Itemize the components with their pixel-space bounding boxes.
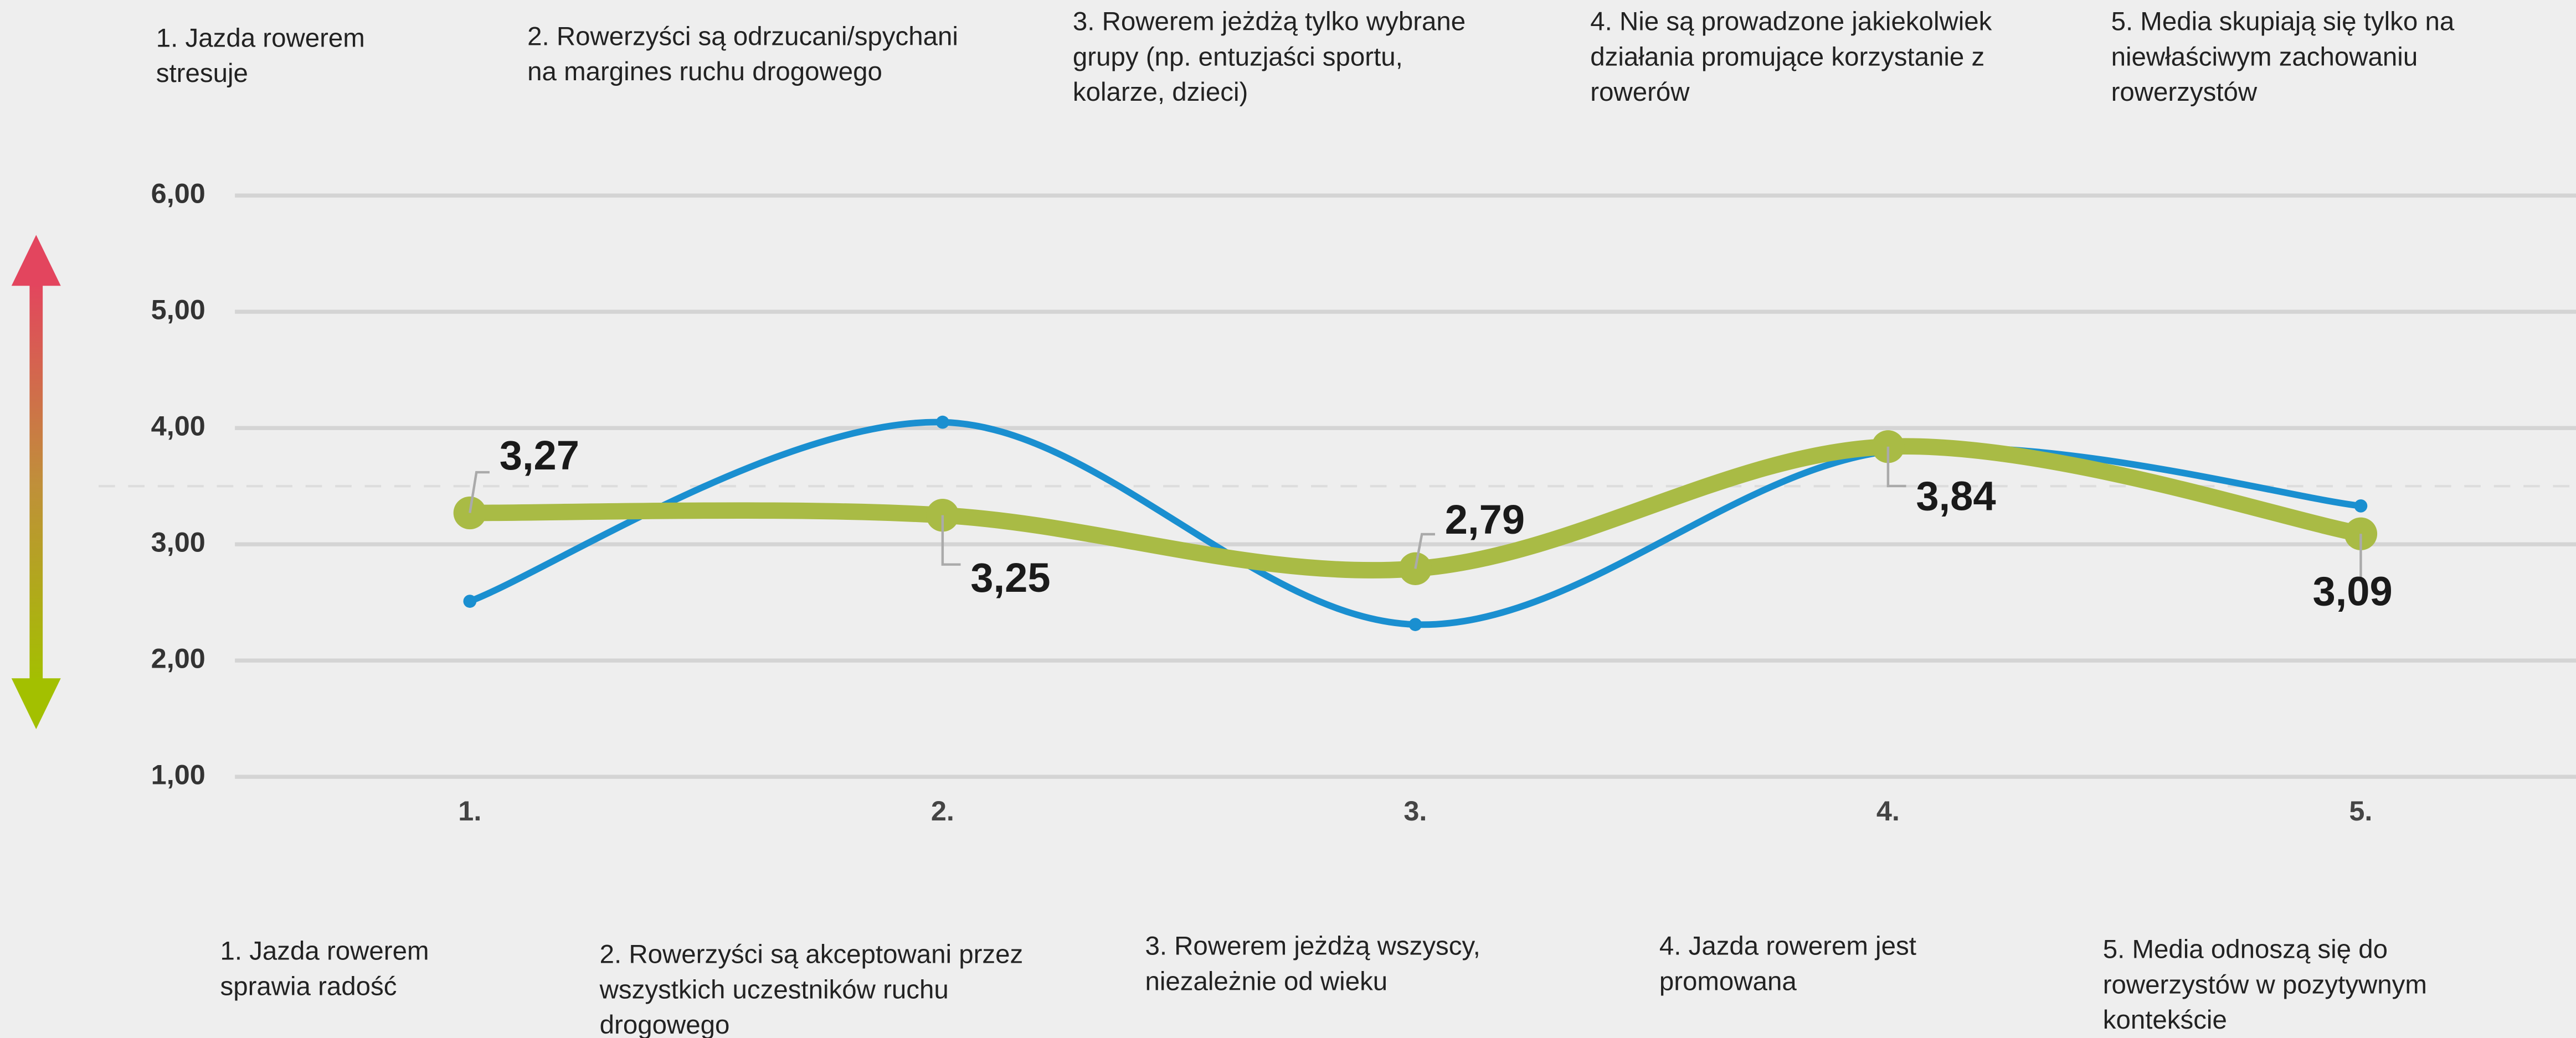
annotation: 4. Nie są prowadzone jakiekolwiek działan… <box>1590 7 1992 107</box>
annotation: 2. Rowerzyści są odrzucani/spychani na ma… <box>527 22 958 86</box>
point <box>463 595 477 608</box>
annotation-line: wszystkich uczestników ruchu <box>599 975 949 1004</box>
y-tick-label: 6,00 <box>151 177 205 209</box>
y-tick-label: 3,00 <box>151 526 205 557</box>
x-tick-label: 2. <box>931 795 954 827</box>
annotation: 3. Rowerem jeżdżą wszyscy, niezależnie od… <box>1145 931 1480 996</box>
annotation-line: 5. Media skupiają się tylko na <box>2111 7 2455 36</box>
value-label: 3,27 <box>500 432 579 478</box>
annotation-line: 1. Jazda rowerem <box>156 23 365 53</box>
annotation: 3. Rowerem jeżdżą tylko wybrane grupy (np… <box>1073 7 1466 107</box>
annotation-line: sprawia radość <box>220 972 397 1001</box>
series-line <box>466 419 2364 628</box>
y-tick-label: 5,00 <box>151 293 205 325</box>
annotation-line: 5. Media odnoszą się do <box>2103 934 2388 964</box>
scale-arrow <box>11 235 61 730</box>
x-tick-label: 3. <box>1403 795 1427 827</box>
y-tick-label: 4,00 <box>151 410 205 441</box>
annotation-line: 3. Rowerem jeżdżą tylko wybrane <box>1073 7 1466 36</box>
leader-line <box>1414 533 1435 569</box>
point <box>935 415 949 429</box>
annotation: 4. Jazda rowerem jest promowana <box>1659 931 1916 996</box>
point <box>1408 618 1422 631</box>
leader-line <box>1886 446 1906 488</box>
annotation-line: 2. Rowerzyści są akceptowani przez <box>600 939 1024 969</box>
value-label: 3,84 <box>1916 473 1996 519</box>
annotation-line: stresuje <box>156 59 248 88</box>
x-tick-label: 5. <box>2349 795 2372 827</box>
x-tick-label: 4. <box>1876 795 1900 827</box>
value-label: 2,79 <box>1445 497 1525 543</box>
annotation: 1. Jazda rowerem stresuje <box>156 23 365 88</box>
annotation-line: na margines ruchu drogowego <box>527 57 882 86</box>
annotation-line: grupy (np. entuzjaści sportu, <box>1073 42 1403 71</box>
annotation-line: rowerzystów <box>2111 78 2258 107</box>
annotation-line: kontekście <box>2103 1005 2227 1035</box>
leader-line <box>469 471 490 513</box>
annotation-line: kolarze, dzieci) <box>1073 78 1248 107</box>
leader-line <box>941 515 961 566</box>
annotation-line: rowerów <box>1590 78 1690 107</box>
annotation-line: 3. Rowerem jeżdżą wszyscy, <box>1145 931 1480 960</box>
annotation-line: 2. Rowerzyści są odrzucani/spychani <box>527 22 958 51</box>
annotation-line: promowana <box>1659 967 1797 996</box>
annotation-line: niezależnie od wieku <box>1145 967 1387 996</box>
point <box>2354 499 2368 513</box>
annotation: 1. Jazda rowerem sprawia radość <box>220 936 429 1001</box>
x-tick-label: 1. <box>458 795 481 827</box>
annotation-line: działania promujące korzystanie z <box>1590 42 1984 71</box>
value-label: 3,25 <box>970 555 1050 601</box>
annotation-line: 4. Jazda rowerem jest <box>1659 931 1916 960</box>
y-tick-label: 1,00 <box>151 759 205 791</box>
annotation-line: drogowego <box>600 1010 730 1038</box>
annotation: 5. Media odnoszą się do rowerzystów w poz… <box>2103 934 2427 1035</box>
value-label: 3,09 <box>2312 569 2392 614</box>
annotation: 2. Rowerzyści są akceptowani przez wszyst… <box>599 939 1024 1038</box>
annotation-line: niewłaściwym zachowaniu <box>2111 42 2418 71</box>
y-tick-label: 2,00 <box>151 642 205 674</box>
annotation: 5. Media skupiają się tylko na niewłaściw… <box>2111 7 2455 107</box>
annotation-line: 4. Nie są prowadzone jakiekolwiek <box>1590 7 1992 36</box>
annotation-line: 1. Jazda rowerem <box>220 936 429 965</box>
annotation-line: rowerzystów w pozytywnym <box>2103 970 2427 999</box>
